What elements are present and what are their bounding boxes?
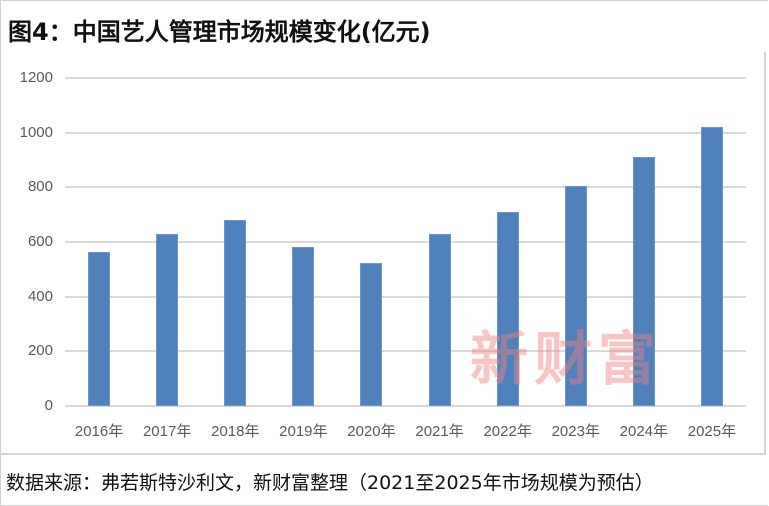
x-tick-label: 2020年 [347,423,396,440]
x-tick-label: 2022年 [483,423,532,440]
x-tick-label: 2024年 [619,423,669,440]
bar-2024年 [632,157,655,406]
bar-2017年 [156,233,179,406]
bar-2021年 [428,233,451,406]
x-tick-label: 2023年 [551,423,600,440]
y-tick-label: 1000 [19,123,53,141]
x-tick-label: 2021年 [415,423,464,440]
bar-2022年 [496,211,519,406]
gridline [65,350,746,353]
x-tick-label: 2016年 [74,423,124,440]
y-tick-label: 800 [27,178,53,196]
y-tick-label: 600 [27,233,53,250]
gridline [65,131,746,134]
gridline [65,241,746,243]
y-tick-label: 1200 [19,69,53,86]
bar-2018年 [224,220,247,406]
x-tick-label: 2019年 [279,423,328,440]
gridline [65,186,746,189]
y-tick-label: 400 [27,287,53,305]
plot-area [65,77,746,407]
bar-2023年 [564,185,587,406]
y-tick-label: 200 [27,342,53,360]
watermark: 新财富 [470,325,663,393]
x-tick-label: 2025年 [687,423,737,440]
y-tick-label: 0 [44,397,53,414]
bar-2016年 [88,251,111,406]
bar-2019年 [292,247,315,406]
gridline [65,405,746,407]
bar-2020年 [360,262,383,406]
source-note: 数据来源：弗若斯特沙利文，新财富整理（2021至2025年市场规模为预估） [6,472,654,494]
chart-title: 图4：中国艺人管理市场规模变化(亿元) [8,18,431,46]
chart-area [0,52,766,455]
x-tick-label: 2017年 [142,423,192,440]
gridline [65,77,746,79]
bar-2025年 [700,127,723,406]
gridline [65,295,746,298]
x-tick-label: 2018年 [211,423,260,440]
